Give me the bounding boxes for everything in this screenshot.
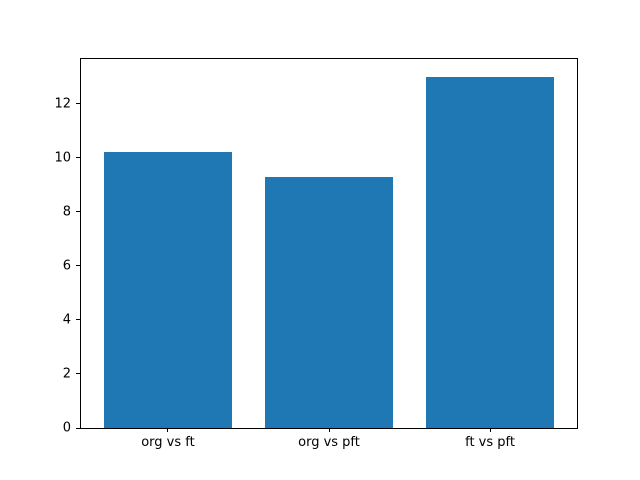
x-axis-tick-label: org vs pft: [298, 435, 360, 450]
plot-area: org vs ft org vs pft ft vs pft 0 2 4 6 8 10 12: [54, 58, 578, 449]
y-axis-tick: [76, 103, 80, 105]
y-axis-tick-label: 0: [62, 420, 71, 436]
y-axis-tick-label: 4: [62, 312, 71, 328]
y-axis-tick: [76, 427, 80, 429]
x-axis-tick-label: org vs ft: [141, 435, 195, 450]
y-axis-tick-label: 2: [62, 366, 71, 382]
x-axis-tick: [167, 428, 169, 432]
y-axis-tick-label: 10: [54, 150, 71, 166]
y-axis-tick: [76, 265, 80, 267]
x-axis-tick: [328, 428, 330, 432]
bar-org-vs-pft: [264, 176, 394, 428]
bar-ft-vs-pft: [425, 76, 555, 428]
y-axis-tick: [76, 373, 80, 375]
y-axis-tick-label: 8: [62, 204, 71, 220]
bar-org-vs-ft: [103, 152, 233, 428]
y-axis-tick-label: 12: [54, 96, 71, 112]
y-axis-tick-label: 6: [62, 258, 71, 274]
y-axis-tick: [76, 211, 80, 213]
y-axis-tick: [76, 157, 80, 159]
x-axis-tick-label: ft vs pft: [465, 435, 515, 450]
y-axis-tick: [76, 319, 80, 321]
x-axis-tick: [489, 428, 491, 432]
